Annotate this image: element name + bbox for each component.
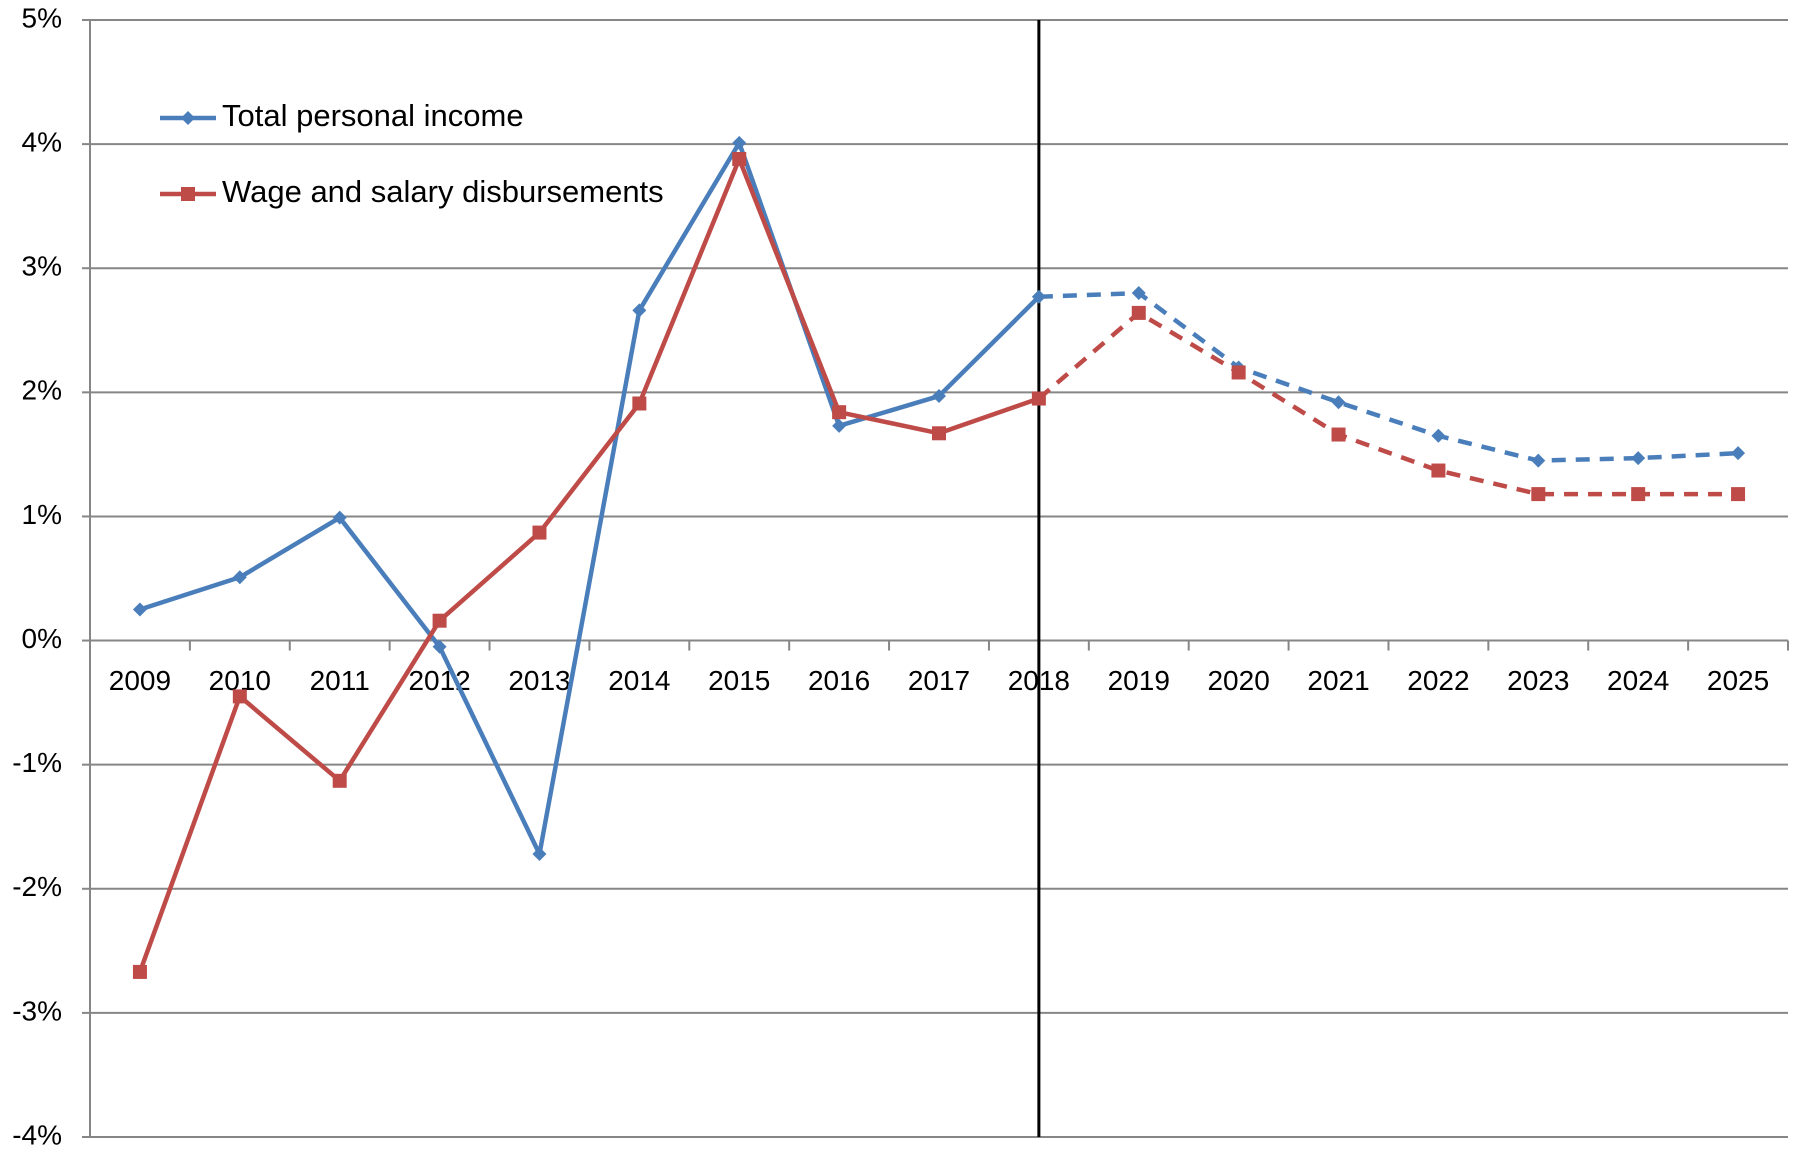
- marker: [332, 773, 347, 788]
- y-tick-label: -2%: [12, 871, 62, 902]
- marker: [181, 111, 195, 125]
- legend-label: Wage and salary disbursements: [222, 174, 664, 209]
- marker: [1731, 446, 1746, 461]
- x-tick-label: 2009: [109, 665, 171, 696]
- series: [132, 152, 1746, 979]
- series-line: [139, 140, 1041, 857]
- y-tick-label: 1%: [22, 499, 62, 530]
- x-tick-label: 2019: [1108, 665, 1170, 696]
- marker: [932, 426, 946, 441]
- y-tick-label: 0%: [22, 623, 62, 654]
- marker: [1531, 487, 1546, 502]
- marker: [1731, 487, 1746, 502]
- marker: [132, 964, 147, 979]
- marker: [1331, 427, 1346, 442]
- x-tick-label: 2022: [1407, 665, 1469, 696]
- y-tick-label: -3%: [12, 995, 62, 1026]
- series-line: [137, 156, 1040, 973]
- legend-item: Wage and salary disbursements: [160, 174, 664, 209]
- series: [132, 135, 1746, 862]
- x-tick-label: 2017: [908, 665, 970, 696]
- x-tick-label: 2023: [1507, 665, 1569, 696]
- series-line: [1038, 290, 1739, 463]
- marker: [432, 613, 447, 628]
- x-tick-label: 2015: [708, 665, 770, 696]
- marker: [432, 639, 447, 654]
- marker: [1431, 463, 1446, 478]
- marker: [532, 847, 547, 862]
- marker: [332, 510, 347, 525]
- marker: [732, 135, 747, 150]
- marker: [832, 418, 847, 433]
- marker: [1331, 395, 1346, 410]
- x-tick-label: 2021: [1307, 665, 1369, 696]
- marker: [932, 389, 946, 404]
- marker: [232, 570, 247, 585]
- marker: [1631, 451, 1646, 466]
- x-tick-label: 2011: [310, 665, 370, 696]
- x-tick-label: 2013: [508, 665, 570, 696]
- y-tick-label: 2%: [22, 375, 62, 406]
- marker: [832, 405, 847, 420]
- marker: [532, 525, 547, 540]
- y-tick-label: 3%: [22, 251, 62, 282]
- y-tick-label: -1%: [12, 747, 62, 778]
- marker: [1131, 286, 1146, 301]
- marker: [1631, 487, 1646, 502]
- marker: [1231, 365, 1246, 380]
- marker: [1131, 305, 1146, 320]
- marker: [732, 152, 747, 167]
- marker: [1431, 428, 1446, 443]
- legend-item: Total personal income: [160, 98, 524, 133]
- series-line: [1037, 310, 1739, 497]
- marker: [632, 303, 647, 318]
- x-tick-label: 2025: [1707, 665, 1769, 696]
- x-tick-label: 2020: [1207, 665, 1269, 696]
- marker: [181, 187, 195, 201]
- x-tick-label: 2014: [608, 665, 670, 696]
- x-tick-label: 2016: [808, 665, 870, 696]
- y-tick-label: -4%: [12, 1119, 62, 1150]
- marker: [1031, 289, 1046, 304]
- marker: [232, 689, 247, 704]
- x-tick-label: 2024: [1607, 665, 1669, 696]
- y-tick-label: 4%: [22, 127, 62, 158]
- marker: [632, 396, 647, 411]
- y-tick-label: 5%: [22, 2, 62, 33]
- marker: [1031, 391, 1046, 406]
- marker: [132, 602, 147, 617]
- legend-label: Total personal income: [222, 98, 524, 133]
- marker: [1531, 453, 1546, 468]
